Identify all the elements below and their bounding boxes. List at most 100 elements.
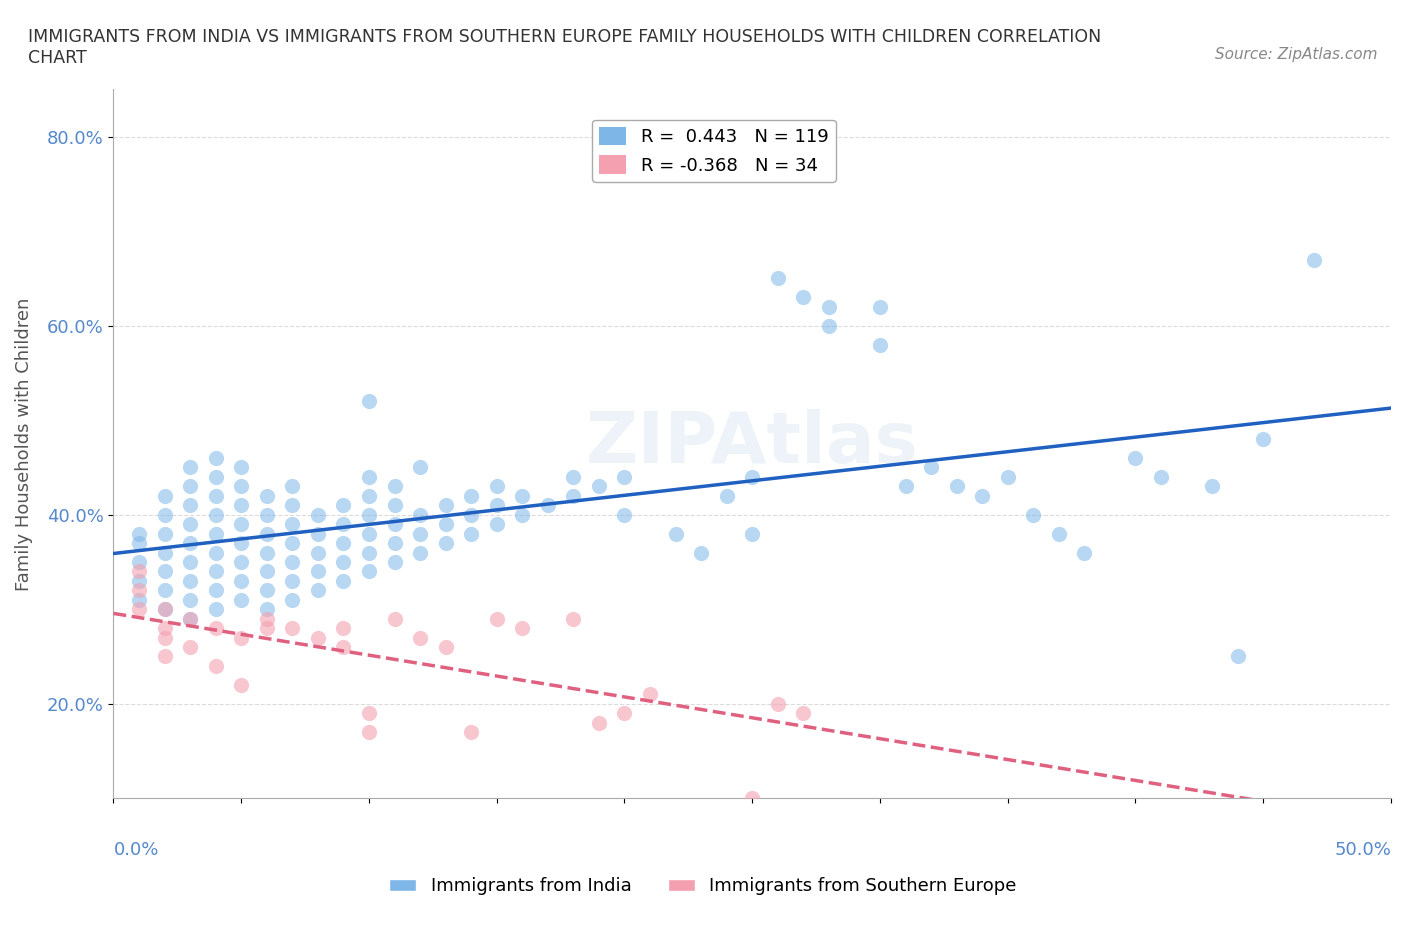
Point [460, 507, 482, 522]
Point [1251, 432, 1274, 446]
Point [128, 592, 150, 607]
Point [153, 620, 176, 635]
Legend: Immigrants from India, Immigrants from Southern Europe: Immigrants from India, Immigrants from S… [382, 870, 1024, 902]
Text: IMMIGRANTS FROM INDIA VS IMMIGRANTS FROM SOUTHERN EUROPE FAMILY HOUSEHOLDS WITH : IMMIGRANTS FROM INDIA VS IMMIGRANTS FROM… [28, 28, 1101, 67]
Point [204, 450, 226, 465]
Point [128, 536, 150, 551]
Point [588, 715, 610, 730]
Point [894, 479, 917, 494]
Point [818, 299, 841, 314]
Point [1201, 479, 1223, 494]
Point [510, 620, 533, 635]
Point [307, 564, 329, 578]
Point [307, 526, 329, 541]
Point [204, 583, 226, 598]
Point [231, 498, 253, 512]
Point [460, 488, 482, 503]
Point [357, 393, 380, 408]
Point [357, 507, 380, 522]
Point [945, 479, 967, 494]
Point [281, 498, 304, 512]
Point [204, 470, 226, 485]
Point [153, 488, 176, 503]
Point [357, 706, 380, 721]
Point [434, 536, 457, 551]
Point [613, 706, 636, 721]
Point [741, 470, 763, 485]
Point [510, 488, 533, 503]
Point [179, 498, 201, 512]
Point [153, 526, 176, 541]
Point [1125, 450, 1147, 465]
Point [204, 564, 226, 578]
Point [128, 526, 150, 541]
Point [434, 640, 457, 655]
Point [766, 697, 789, 711]
Point [384, 498, 406, 512]
Point [256, 620, 278, 635]
Point [332, 554, 354, 569]
Point [384, 554, 406, 569]
Point [485, 611, 508, 626]
Legend: R =  0.443   N = 119, R = -0.368   N = 34: R = 0.443 N = 119, R = -0.368 N = 34 [592, 120, 835, 182]
Point [179, 611, 201, 626]
Point [179, 517, 201, 532]
Point [613, 507, 636, 522]
Point [384, 479, 406, 494]
Point [588, 479, 610, 494]
Point [869, 299, 891, 314]
Point [562, 488, 585, 503]
Point [128, 583, 150, 598]
Point [256, 583, 278, 598]
Point [281, 479, 304, 494]
Point [179, 592, 201, 607]
Point [307, 631, 329, 645]
Point [256, 611, 278, 626]
Point [307, 507, 329, 522]
Point [256, 488, 278, 503]
Point [281, 574, 304, 589]
Point [153, 564, 176, 578]
Point [204, 526, 226, 541]
Point [1047, 526, 1070, 541]
Point [231, 677, 253, 692]
Point [409, 631, 432, 645]
Point [204, 620, 226, 635]
Point [332, 498, 354, 512]
Point [409, 545, 432, 560]
Point [256, 564, 278, 578]
Point [281, 592, 304, 607]
Point [1226, 649, 1249, 664]
Point [231, 517, 253, 532]
Point [332, 574, 354, 589]
Point [972, 488, 994, 503]
Point [485, 517, 508, 532]
Point [741, 526, 763, 541]
Point [128, 602, 150, 617]
Point [1150, 470, 1173, 485]
Point [153, 602, 176, 617]
Point [179, 640, 201, 655]
Point [128, 574, 150, 589]
Point [357, 564, 380, 578]
Point [357, 724, 380, 739]
Text: Source: ZipAtlas.com: Source: ZipAtlas.com [1215, 46, 1378, 61]
Point [153, 602, 176, 617]
Point [281, 620, 304, 635]
Point [1073, 545, 1095, 560]
Point [792, 706, 814, 721]
Point [434, 517, 457, 532]
Point [510, 507, 533, 522]
Text: 50.0%: 50.0% [1334, 841, 1391, 858]
Point [792, 290, 814, 305]
Point [384, 611, 406, 626]
Point [537, 498, 560, 512]
Point [1022, 507, 1045, 522]
Point [231, 631, 253, 645]
Point [153, 507, 176, 522]
Point [256, 507, 278, 522]
Point [869, 338, 891, 352]
Point [256, 545, 278, 560]
Point [332, 536, 354, 551]
Point [179, 460, 201, 475]
